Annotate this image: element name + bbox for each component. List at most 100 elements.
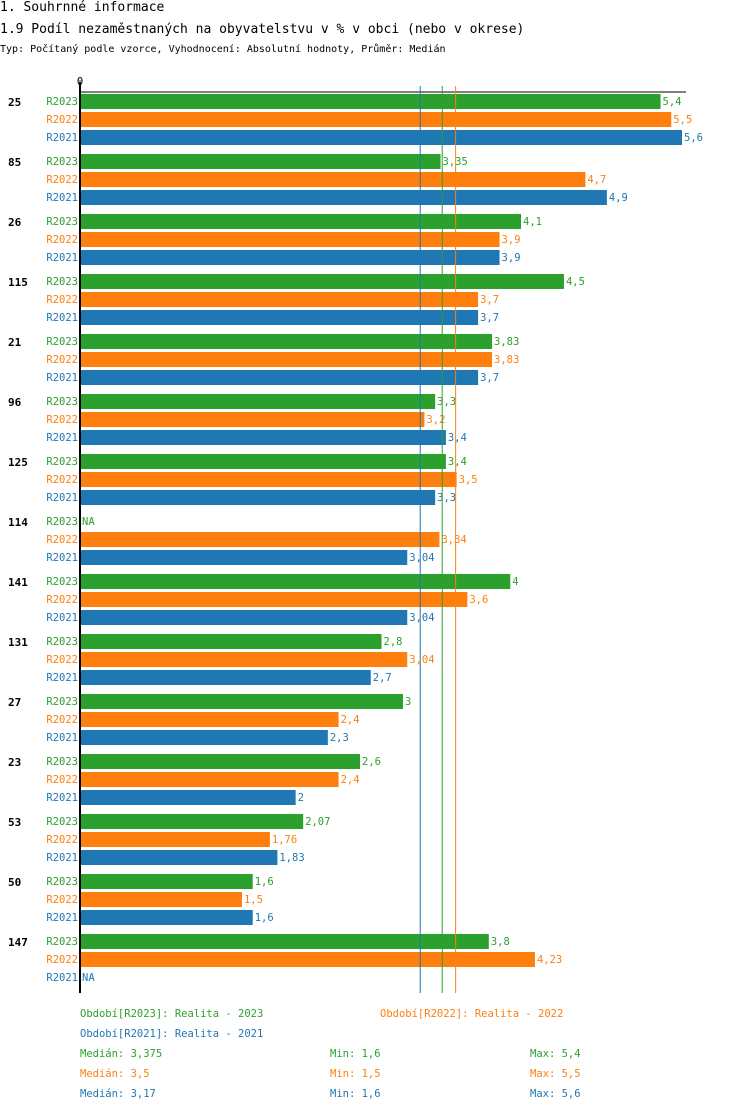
data-label: 3,9 [502,252,521,264]
legend-min: Min: 1,6 [330,1048,381,1060]
category-label: 53 [8,816,21,829]
series-row-label: R2021 [46,732,78,744]
bar [81,730,328,745]
legend-period: Období[R2022]: Realita - 2022 [380,1008,563,1020]
data-label: 3,04 [409,552,434,564]
series-row-label: R2022 [46,954,78,966]
bar [81,412,425,427]
data-label: 4,23 [537,954,562,966]
data-label: 1,6 [255,912,274,924]
series-row-label: R2023 [46,516,78,528]
series-row-label: R2021 [46,372,78,384]
data-label: NA [82,972,95,984]
data-label: 2,3 [330,732,349,744]
bar [81,112,672,127]
series-row-label: R2022 [46,474,78,486]
category-label: 114 [8,516,28,529]
bar [81,292,479,307]
series-row-label: R2022 [46,654,78,666]
series-row-label: R2023 [46,936,78,948]
bar [81,694,403,709]
data-label: 2,07 [305,816,330,828]
bar [81,634,382,649]
bar [81,352,493,367]
category-label: 85 [8,156,21,169]
category-label: 21 [8,336,22,349]
bar [81,454,446,469]
data-label: 3,5 [459,474,478,486]
bar [81,394,436,409]
legend-max: Max: 5,6 [530,1088,581,1100]
data-label: 3,6 [469,594,488,606]
data-label: 2,7 [373,672,392,684]
data-label: 3,9 [502,234,521,246]
category-label: 141 [8,576,28,589]
series-row-label: R2022 [46,534,78,546]
data-label: 3 [405,696,411,708]
series-row-label: R2021 [46,492,78,504]
data-label: 3,3 [437,492,456,504]
category-label: 25 [8,96,21,109]
bar [81,832,270,847]
data-label: 3,8 [491,936,510,948]
x-axis-zero-tick: 0 [77,76,83,88]
series-row-label: R2021 [46,252,78,264]
category-label: 50 [8,876,21,889]
bar [81,430,446,445]
data-label: 3,2 [426,414,445,426]
series-row-label: R2023 [46,96,78,108]
bar [81,472,457,487]
series-row-label: R2023 [46,336,78,348]
bar [81,490,436,505]
data-label: 4,7 [587,174,606,186]
series-row-label: R2021 [46,672,78,684]
bar [81,952,535,967]
bar [81,850,278,865]
data-label: 1,6 [255,876,274,888]
bar [81,790,296,805]
legend-period: Období[R2021]: Realita - 2021 [80,1028,263,1040]
series-row-label: R2023 [46,816,78,828]
series-row-label: R2022 [46,774,78,786]
data-label: 2,4 [341,774,360,786]
series-row-label: R2021 [46,552,78,564]
data-label: 1,5 [244,894,263,906]
series-row-label: R2023 [46,696,78,708]
series-row-label: R2021 [46,852,78,864]
series-row-label: R2022 [46,354,78,366]
bar [81,370,479,385]
series-row-label: R2023 [46,396,78,408]
data-label: 3,7 [480,294,499,306]
bar [81,772,339,787]
series-row-label: R2022 [46,174,78,186]
series-row-label: R2021 [46,612,78,624]
bar [81,154,441,169]
series-row-label: R2022 [46,894,78,906]
series-row-label: R2021 [46,312,78,324]
legend-median: Medián: 3,17 [80,1088,156,1100]
data-label: 2 [298,792,304,804]
data-label: 3,4 [448,456,467,468]
series-row-label: R2022 [46,834,78,846]
series-row-label: R2021 [46,972,78,984]
bar [81,754,361,769]
series-row-label: R2021 [46,792,78,804]
series-row-label: R2023 [46,276,78,288]
legend-min: Min: 1,5 [330,1068,381,1080]
data-label: 1,83 [279,852,304,864]
series-row-label: R2022 [46,114,78,126]
legend-period: Období[R2023]: Realita - 2023 [80,1008,263,1020]
series-row-label: R2022 [46,294,78,306]
bar [81,592,468,607]
series-row-label: R2023 [46,576,78,588]
series-row-label: R2022 [46,234,78,246]
legend-median: Medián: 3,5 [80,1068,150,1080]
data-label: 3,4 [448,432,467,444]
series-row-label: R2021 [46,192,78,204]
data-label: 3,34 [441,534,466,546]
series-row-label: R2022 [46,414,78,426]
bar [81,670,371,685]
legend-min: Min: 1,6 [330,1088,381,1100]
data-label: 2,6 [362,756,381,768]
bar [81,652,408,667]
